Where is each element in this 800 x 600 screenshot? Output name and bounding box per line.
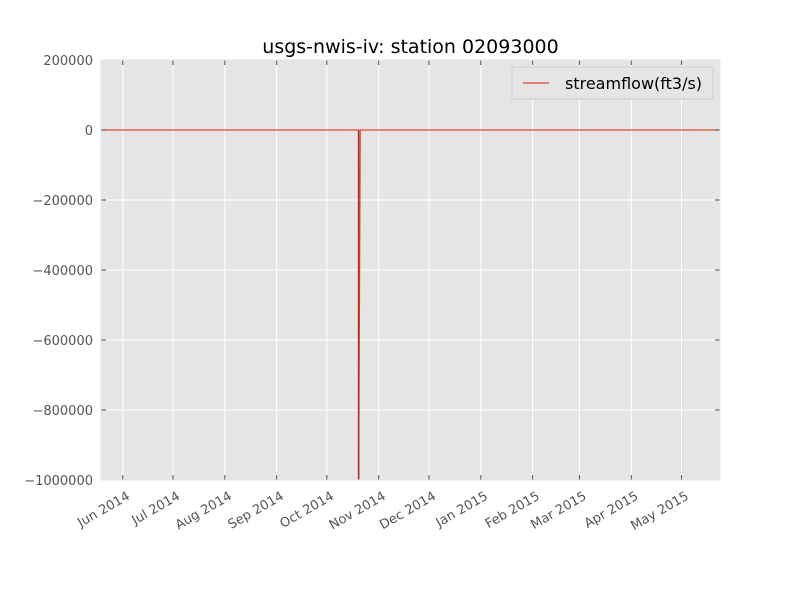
x-tick-label: Sep 2014 [226, 489, 287, 533]
x-tick-label: Jan 2015 [433, 489, 491, 531]
x-tick-label: Nov 2014 [327, 489, 389, 533]
y-tick-label: −400000 [32, 264, 93, 279]
chart-title: usgs-nwis-iv: station 02093000 [262, 36, 558, 58]
y-tick-label: 200000 [43, 54, 93, 69]
legend: streamflow(ft3/s) [511, 66, 714, 100]
y-tick-label: −200000 [32, 194, 93, 209]
y-tick-label: −1000000 [24, 474, 93, 489]
series-line [101, 129, 720, 481]
y-tick-label: 0 [85, 124, 93, 139]
series-layer [101, 129, 720, 481]
x-tick-label: Jun 2014 [74, 489, 132, 531]
legend-label: streamflow(ft3/s) [565, 74, 702, 93]
axis-ticks [100, 59, 721, 481]
y-axis-tick-labels: 200000 0 −200000 −400000 −600000 −800000 −1000… [24, 54, 93, 489]
x-tick-label: Aug 2014 [173, 489, 235, 533]
x-tick-label: May 2015 [628, 489, 691, 534]
x-tick-label: Dec 2014 [377, 489, 439, 533]
y-tick-label: −800000 [32, 404, 93, 419]
plot-frame [100, 59, 721, 481]
y-tick-label: −600000 [32, 334, 93, 349]
x-tick-label: Oct 2014 [278, 489, 337, 532]
